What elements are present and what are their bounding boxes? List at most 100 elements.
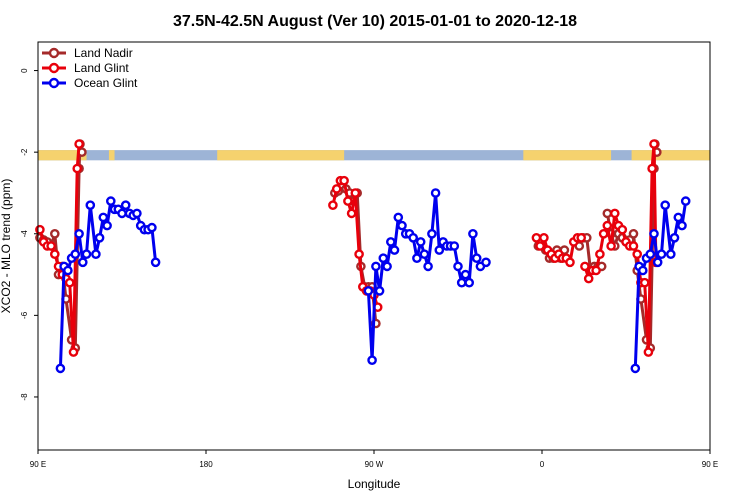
point-2-0-6	[78, 257, 88, 268]
point-1-0-4	[50, 249, 60, 259]
point-1-2-9	[565, 257, 575, 268]
x-tick-label-1: 180	[199, 460, 213, 469]
land-band-segment-0	[38, 150, 87, 161]
point-1-1-0	[328, 200, 338, 210]
point-1-3-0	[580, 261, 590, 272]
point-1-1-1	[331, 184, 342, 194]
legend-label-2: Ocean Glint	[74, 76, 138, 90]
point-2-1-16	[423, 261, 433, 272]
point-1-0-3	[46, 241, 56, 251]
point-1-2-2	[539, 232, 549, 243]
point-1-3-19	[649, 139, 659, 149]
point-1-3-6	[602, 220, 613, 231]
point-2-1-9	[397, 220, 407, 231]
point-2-1-5	[382, 261, 392, 272]
legend-item-2: Ocean Glint	[42, 76, 138, 90]
x-axis-label: Longitude	[348, 477, 401, 491]
land-band-segment-2	[217, 150, 345, 161]
point-1-1-5	[346, 208, 357, 219]
point-1-1-7	[354, 249, 364, 259]
series-2	[55, 188, 691, 374]
legend-item-0: Land Nadir	[42, 46, 133, 60]
land-ocean-band	[38, 150, 710, 161]
series-layer	[35, 139, 691, 374]
point-2-0-17	[120, 200, 131, 210]
point-2-1-18	[430, 188, 441, 198]
point-1-2-1	[535, 241, 545, 251]
point-1-3-4	[595, 249, 605, 259]
legend-swatch-marker-0	[48, 47, 60, 59]
x-tick-label-2: 90 W	[365, 460, 384, 469]
point-1-3-5	[598, 228, 609, 239]
point-1-2-12	[576, 232, 587, 243]
point-2-1-15	[419, 249, 430, 259]
point-2-0-13	[106, 196, 116, 206]
point-2-1-13	[412, 253, 422, 264]
point-2-1-8	[393, 212, 404, 223]
point-2-1-4	[378, 253, 389, 264]
point-2-0-11	[98, 212, 109, 223]
point-1-1-4	[343, 196, 353, 206]
point-2-1-1	[367, 355, 377, 366]
point-2-1-6	[385, 237, 396, 247]
point-2-0-12	[102, 220, 112, 231]
point-2-1-24	[453, 261, 463, 272]
point-2-3-10	[669, 232, 680, 243]
point-1-3-14	[632, 249, 643, 259]
point-1-3-10	[617, 224, 628, 235]
point-2-0-25	[150, 257, 161, 268]
point-2-1-17	[427, 228, 437, 239]
legend-swatch-marker-2	[48, 77, 60, 89]
point-2-1-7	[389, 245, 400, 255]
point-1-3-8	[610, 208, 620, 219]
point-2-1-25	[456, 277, 467, 288]
point-2-3-9	[666, 249, 676, 259]
point-2-0-10	[94, 232, 105, 243]
point-1-3-18	[647, 163, 657, 174]
point-1-0-0	[35, 224, 45, 235]
point-2-1-3	[374, 286, 385, 296]
y-axis-label: XCO2 - MLO trend (ppm)	[0, 179, 13, 314]
point-2-1-2	[371, 261, 381, 272]
point-1-3-3	[591, 265, 601, 276]
ocean-band	[38, 150, 710, 161]
point-1-2-0	[531, 232, 542, 243]
y-tick-label-4: -8	[20, 393, 29, 401]
x-axis: 90 E 180 90 W 0 90 E	[30, 450, 718, 469]
x-tick-label-3: 0	[540, 460, 545, 469]
point-2-3-11	[673, 212, 684, 223]
point-2-1-26	[460, 269, 471, 280]
land-band-segment-4	[631, 150, 710, 161]
point-2-0-5	[74, 228, 84, 239]
point-2-3-7	[656, 249, 667, 259]
point-2-0-4	[70, 249, 81, 259]
point-2-0-8	[85, 200, 96, 210]
series-line-1-3	[583, 142, 658, 354]
point-1-1-6	[350, 188, 361, 198]
point-2-1-0	[363, 286, 374, 296]
point-1-1-3	[339, 175, 349, 186]
point-2-1-29	[471, 253, 482, 264]
point-2-0-7	[81, 249, 92, 259]
point-2-3-13	[680, 196, 691, 206]
point-2-3-8	[660, 200, 671, 210]
point-1-0-10	[72, 163, 82, 174]
point-1-0-8	[64, 277, 75, 288]
point-2-1-12	[408, 232, 419, 243]
x-tick-label-4: 90 E	[702, 460, 718, 469]
point-2-3-12	[677, 220, 687, 231]
point-1-3-13	[628, 241, 639, 251]
x-tick-label-0: 90 E	[30, 460, 46, 469]
point-2-3-4	[645, 249, 656, 259]
point-2-0-20	[132, 208, 142, 219]
y-tick-label-1: -2	[20, 148, 29, 156]
legend-label-0: Land Nadir	[74, 46, 133, 60]
series-1	[35, 139, 661, 357]
point-2-3-6	[652, 257, 663, 268]
point-2-3-5	[649, 228, 659, 239]
point-0-4-7	[628, 228, 639, 239]
point-1-3-7	[606, 241, 616, 251]
point-1-0-11	[74, 139, 84, 149]
point-2-1-28	[468, 228, 478, 239]
land-band-segment-3	[523, 150, 612, 161]
